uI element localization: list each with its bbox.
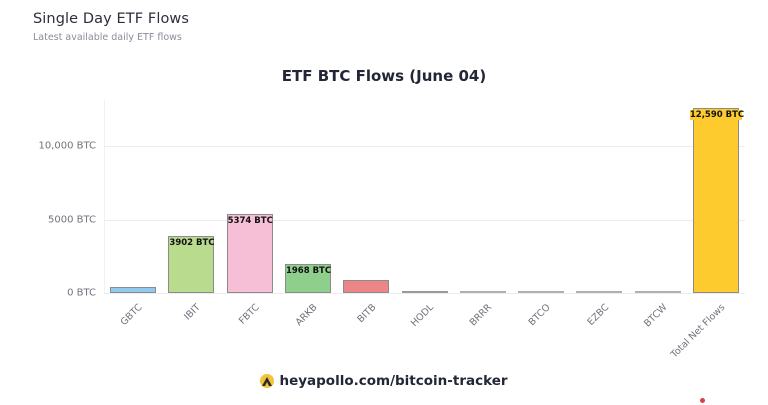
gridline (104, 219, 745, 221)
y-axis-line (104, 100, 105, 294)
x-tick-label: IBIT (182, 302, 204, 323)
x-tick-label: Total Net Flows (669, 302, 728, 361)
bar-gbtc[interactable] (110, 286, 157, 293)
credit-icon (700, 398, 705, 403)
x-tick-label: BITB (354, 302, 379, 326)
x-tick-label: FBTC (236, 302, 262, 327)
chart-plot-area: 3902 BTC 5374 BTC 1968 BTC 12,590 BTC (104, 100, 745, 294)
card-title: Single Day ETF Flows (33, 11, 190, 27)
apollo-logo-icon (260, 374, 275, 388)
bar-fbtc[interactable]: 5374 BTC (226, 214, 273, 293)
x-tick-label: HODL (409, 302, 437, 330)
x-tick-label: BTCW (641, 302, 670, 330)
bar-btcw[interactable] (634, 291, 681, 293)
x-tick-label: BTCO (526, 302, 553, 329)
bar-data-label: 1968 BTC (285, 266, 332, 277)
bar-data-label: 5374 BTC (227, 216, 273, 226)
gridline (104, 146, 745, 147)
footer: heyapollo.com/bitcoin-tracker (0, 373, 768, 390)
tracker-link[interactable]: heyapollo.com/bitcoin-tracker (279, 373, 508, 389)
chart-title: ETF BTC Flows (June 04) (281, 67, 487, 85)
y-tick-label: 5000 BTC (48, 214, 96, 225)
x-tick-label: BRRR (468, 302, 495, 329)
bar-ezbc[interactable] (576, 291, 623, 293)
y-tick-label: 0 BTC (67, 287, 96, 299)
x-tick-label: EZBC (585, 302, 612, 328)
chart-credit (700, 398, 708, 405)
bar-bitb[interactable] (343, 280, 390, 293)
y-tick-label: 10,000 BTC (38, 140, 96, 152)
bar-hodl[interactable] (401, 291, 448, 293)
gridline (104, 293, 745, 294)
x-tick-label: GBTC (118, 302, 145, 328)
bar-btco[interactable] (518, 291, 565, 293)
bar-brrr[interactable] (459, 291, 506, 293)
bar-arkb[interactable]: 1968 BTC (284, 264, 332, 293)
bar-data-label: 12,590 BTC (689, 109, 745, 120)
x-tick-label: ARKB (293, 302, 320, 329)
bar-data-label: 3902 BTC (169, 237, 215, 248)
bar-ibit[interactable]: 3902 BTC (168, 235, 215, 293)
bar-total-net-flows[interactable]: 12,590 BTC (689, 107, 745, 293)
card-subtitle: Latest available daily ETF flows (33, 32, 182, 43)
